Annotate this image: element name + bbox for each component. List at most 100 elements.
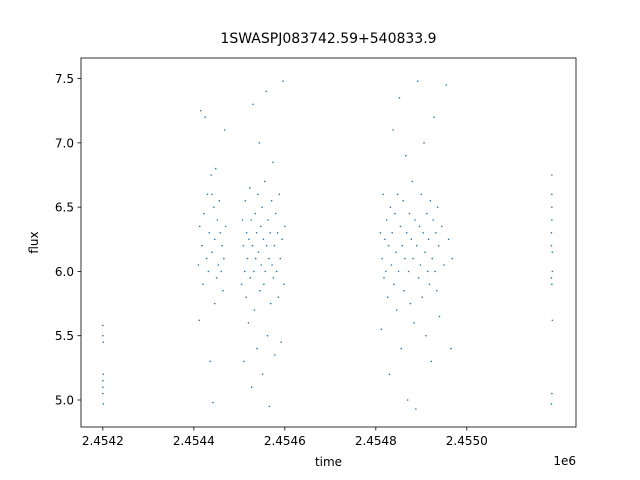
point [245,296,247,298]
point [221,244,223,247]
point [279,257,282,260]
point [261,373,264,376]
point [383,277,385,279]
point [224,225,227,228]
point [387,244,390,247]
point [447,238,450,241]
point [431,257,434,260]
point [207,270,210,273]
point [396,193,399,196]
x-tick-label: 2.4548 [355,434,397,448]
point [258,142,261,144]
point [380,328,383,331]
point [425,212,428,215]
point [389,206,392,208]
point [282,80,284,82]
point [392,129,394,131]
point [204,116,207,118]
point [551,251,554,253]
point [257,251,260,253]
point [102,373,105,376]
point [243,360,245,363]
point [213,206,215,208]
point [409,302,412,305]
point [211,193,213,196]
point [278,193,281,196]
point [257,193,259,196]
point [274,212,277,215]
point [423,142,425,144]
point [201,244,203,247]
point [440,225,443,228]
point [240,283,243,286]
x-tick-label: 2.4550 [446,434,488,448]
point [421,296,424,298]
point [272,277,275,279]
point [214,167,217,170]
point [398,97,401,99]
point [210,174,212,176]
point [102,379,104,382]
point [265,90,267,93]
point [405,232,408,234]
point [242,244,245,247]
point [197,264,200,266]
point [256,347,258,350]
point [410,238,413,241]
point [395,251,397,253]
point [551,270,554,273]
point [420,193,423,196]
point [102,324,104,327]
point [274,354,276,356]
point [408,212,411,215]
point [436,206,439,208]
point [213,302,216,305]
point [263,283,265,286]
point [281,238,283,241]
point [216,219,219,221]
point [244,199,247,202]
point [382,193,384,196]
point [102,392,104,395]
point [222,289,224,292]
point [415,408,417,410]
point [403,289,405,292]
point [213,238,216,241]
point [265,244,268,247]
point [205,257,208,260]
point [102,341,105,343]
point [209,360,212,363]
point [424,251,426,253]
point [264,180,266,183]
point [426,270,429,273]
point [393,283,395,286]
point [217,264,220,266]
point [251,244,254,247]
point [203,212,205,215]
point [259,225,262,228]
point [391,232,393,234]
chart-title: 1SWASPJ083742.59+540833.9 [220,31,436,47]
point [550,232,553,234]
y-tick-label: 6.0 [55,265,74,279]
point [430,360,433,363]
point [211,251,213,253]
point [264,270,267,273]
point [445,84,448,86]
point [413,322,415,324]
point [267,219,269,221]
y-axis-label: flux [27,231,41,253]
point [550,277,553,279]
axes-frame [80,57,577,428]
x-tick-label: 2.4544 [173,434,215,448]
point [379,232,382,234]
point [437,244,440,247]
point [208,232,211,234]
point [427,238,430,241]
point [259,289,261,292]
y-tick-label: 6.5 [55,201,74,215]
point [405,154,407,157]
point [432,219,434,221]
point [385,270,387,273]
